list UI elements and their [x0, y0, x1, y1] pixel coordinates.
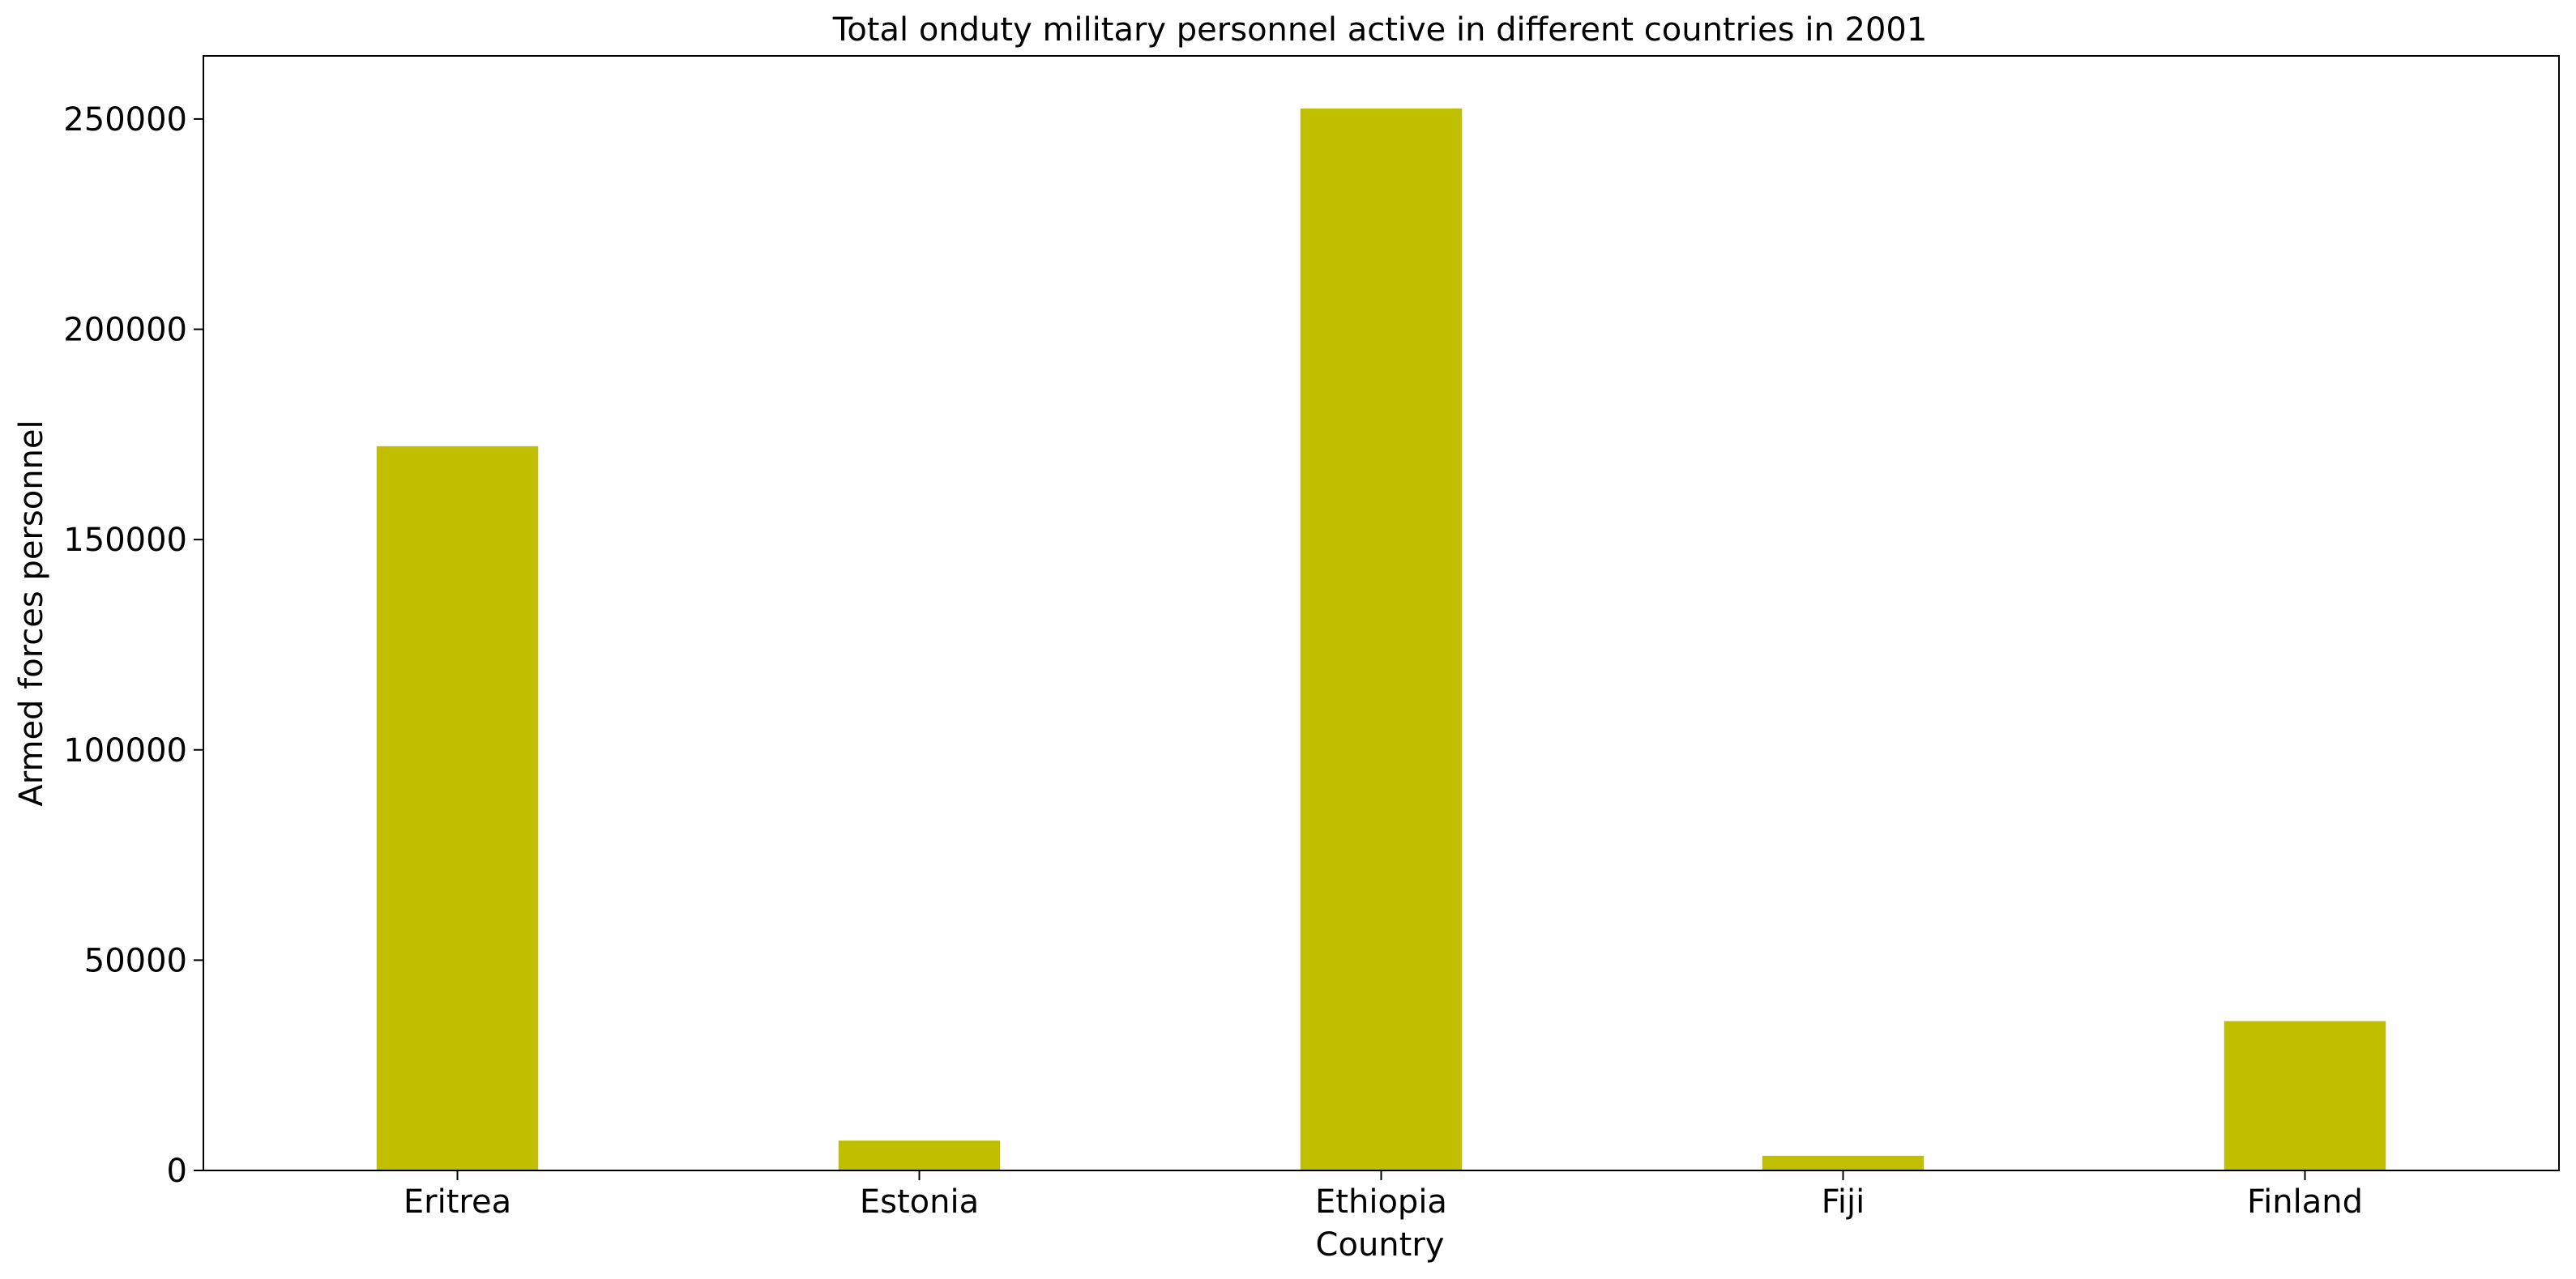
y-tick-label: 150000	[63, 522, 187, 559]
chart-title: Total onduty military personnel active i…	[832, 11, 1928, 49]
bar-finland	[2224, 1021, 2386, 1170]
x-axis-title: Country	[1316, 1226, 1445, 1264]
bar-eritrea	[376, 446, 539, 1170]
x-tick-label: Estonia	[860, 1183, 979, 1221]
x-tick-label: Fiji	[1822, 1183, 1865, 1221]
bars-group	[376, 108, 2386, 1171]
x-tick-label: Ethiopia	[1315, 1183, 1447, 1221]
y-tick-label: 100000	[63, 732, 187, 770]
bar-estonia	[838, 1140, 1001, 1170]
y-axis: 0 50000 100000 150000 200000 250000	[63, 101, 203, 1190]
bar-ethiopia	[1300, 108, 1463, 1171]
x-tick-label: Eritrea	[404, 1183, 511, 1221]
y-axis-title: Armed forces personnel	[13, 420, 50, 806]
bar-fiji	[1762, 1155, 1925, 1170]
y-tick-label: 200000	[63, 312, 187, 349]
x-axis: Eritrea Estonia Ethiopia Fiji Finland	[404, 1170, 2363, 1221]
y-tick-label: 0	[167, 1153, 187, 1190]
x-tick-label: Finland	[2247, 1183, 2363, 1221]
y-tick-label: 50000	[84, 942, 187, 979]
y-tick-label: 250000	[63, 101, 187, 139]
